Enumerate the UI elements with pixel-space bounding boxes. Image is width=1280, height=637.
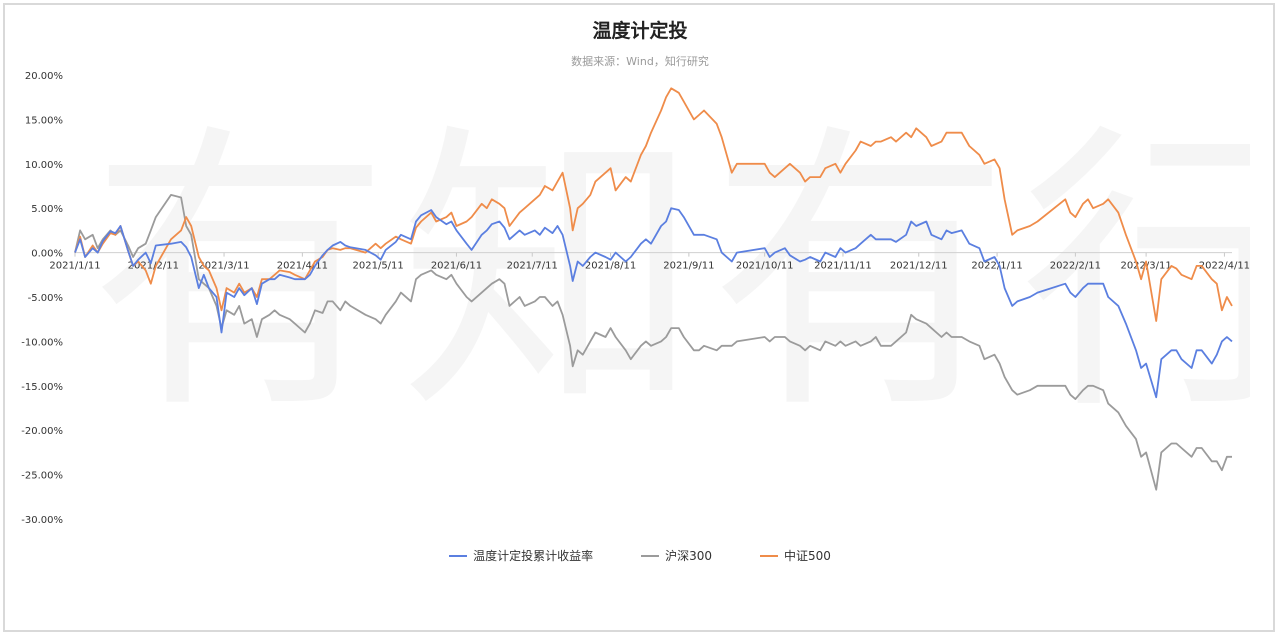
x-tick-label: 2021/2/11 xyxy=(128,261,179,272)
chart-title: 温度计定投 xyxy=(592,20,688,42)
x-tick-label: 2021/10/11 xyxy=(736,261,794,272)
y-tick-label: -5.00% xyxy=(28,293,63,304)
x-tick-label: 2021/5/11 xyxy=(353,261,404,272)
y-tick-label: 10.00% xyxy=(25,160,63,171)
y-tick-label: 15.00% xyxy=(25,115,63,126)
x-tick-label: 2022/4/11 xyxy=(1199,261,1250,272)
y-tick-label: 5.00% xyxy=(31,204,63,215)
x-tick-label: 2021/1/11 xyxy=(49,261,100,272)
legend-label: 沪深300 xyxy=(665,549,712,563)
x-tick-label: 2021/12/11 xyxy=(890,261,948,272)
chart-subtitle: 数据来源：Wind，知行研究 xyxy=(571,55,709,68)
y-axis: 20.00% 15.00% 10.00% 5.00% 0.00% -5.00% -10.00… xyxy=(21,71,63,526)
x-tick-label: 2021/11/11 xyxy=(814,261,872,272)
legend-label: 中证500 xyxy=(784,549,831,563)
y-tick-label: -30.00% xyxy=(21,515,63,526)
series-line-1 xyxy=(74,194,1232,491)
x-tick-label: 2022/2/11 xyxy=(1050,261,1101,272)
legend-swatch xyxy=(760,554,778,557)
x-tick-label: 2021/4/11 xyxy=(277,261,328,272)
legend-swatch xyxy=(641,554,660,557)
y-tick-label: 0.00% xyxy=(31,249,63,260)
legend-item-0[interactable]: 温度计定投累计收益率 xyxy=(449,547,593,564)
y-tick-label: -25.00% xyxy=(21,471,63,482)
y-tick-label: -10.00% xyxy=(21,337,63,348)
chart-frame xyxy=(3,3,1275,632)
x-tick-label: 2021/8/11 xyxy=(585,261,636,272)
x-axis: 2021/1/11 2021/2/11 2021/3/11 2021/4/11 2021… xyxy=(49,252,1250,272)
legend-swatch xyxy=(449,554,468,557)
x-tick-label: 2021/7/11 xyxy=(507,261,558,272)
y-tick-label: -15.00% xyxy=(21,382,63,393)
legend: 温度计定投累计收益率 沪深300 中证500 xyxy=(0,547,1280,564)
x-tick-label: 2021/9/11 xyxy=(663,261,714,272)
y-tick-label: 20.00% xyxy=(25,71,63,82)
x-tick-label: 2021/3/11 xyxy=(198,261,249,272)
y-tick-label: -20.00% xyxy=(21,426,63,437)
legend-label: 温度计定投累计收益率 xyxy=(473,549,594,563)
legend-item-1[interactable]: 沪深300 xyxy=(641,547,712,564)
series-line-2 xyxy=(74,87,1233,322)
series-lines xyxy=(74,87,1233,491)
x-tick-label: 2022/1/11 xyxy=(971,261,1022,272)
series-line-0 xyxy=(74,207,1233,399)
x-tick-label: 2021/6/11 xyxy=(431,261,482,272)
legend-item-2[interactable]: 中证500 xyxy=(760,547,831,564)
